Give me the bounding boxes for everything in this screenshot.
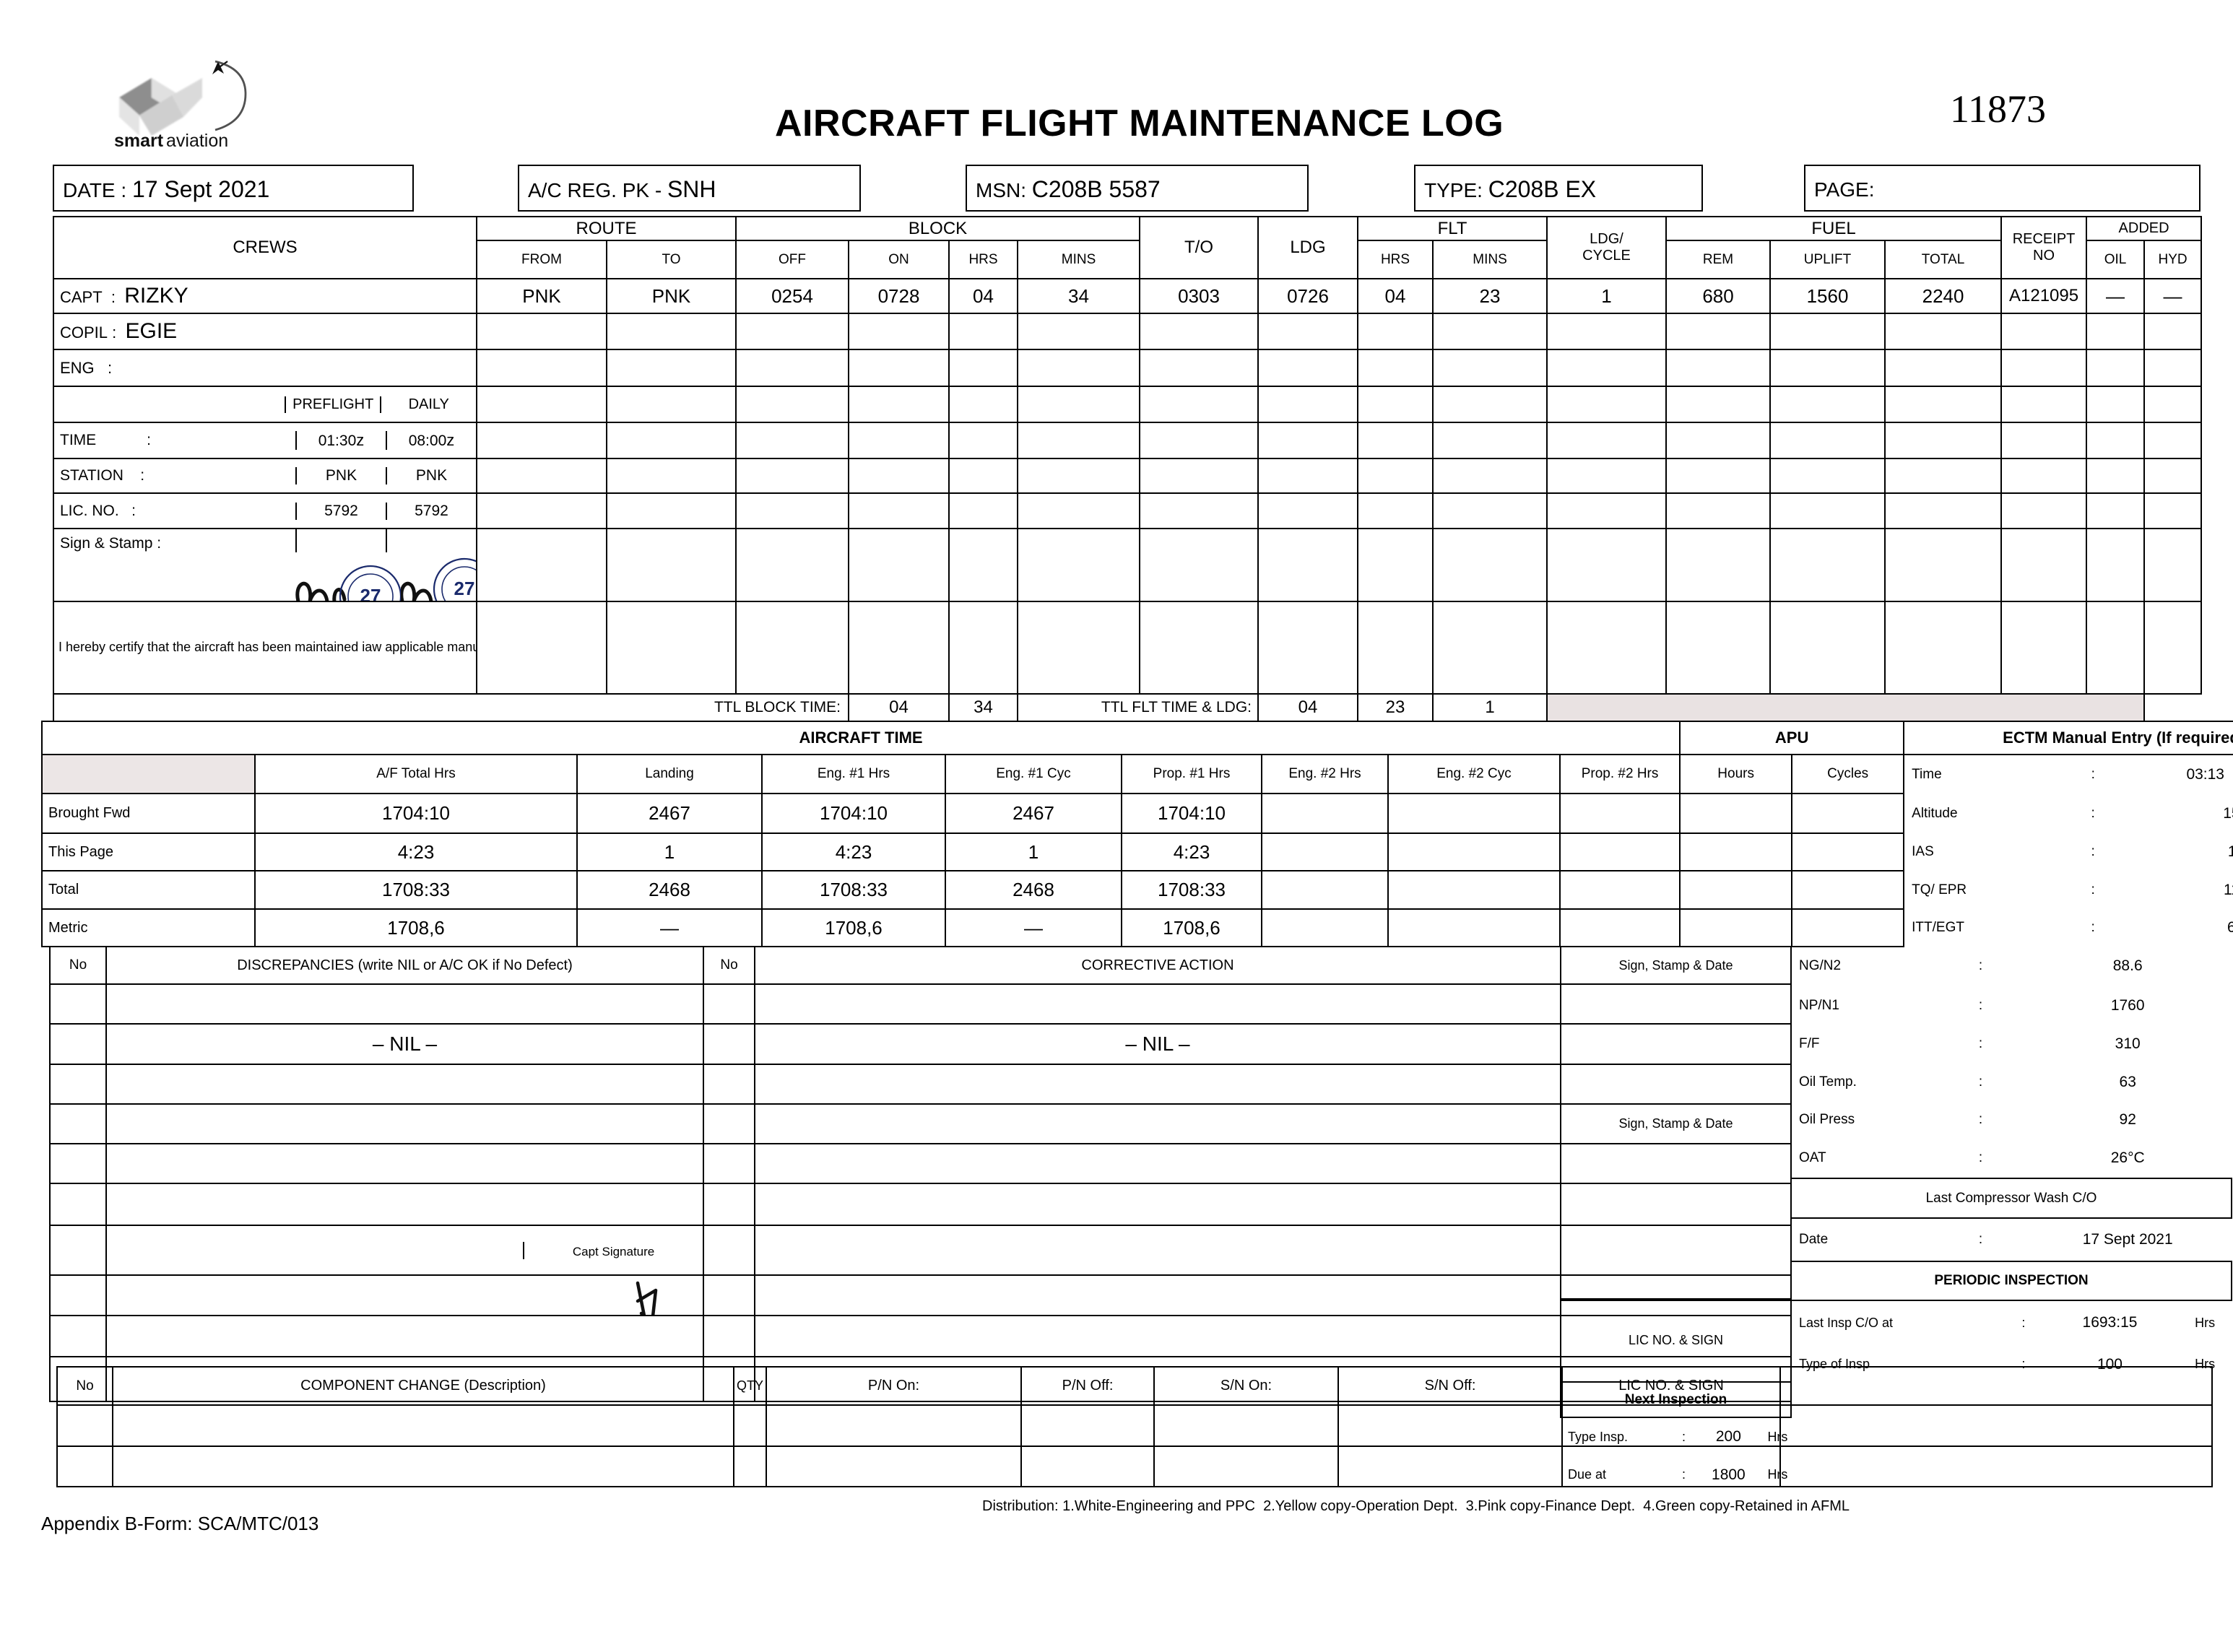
svg-text:27: 27 <box>360 585 381 601</box>
svg-text:smart: smart <box>114 131 164 151</box>
svg-text:27: 27 <box>454 578 475 599</box>
svg-text:aviation: aviation <box>166 131 228 151</box>
